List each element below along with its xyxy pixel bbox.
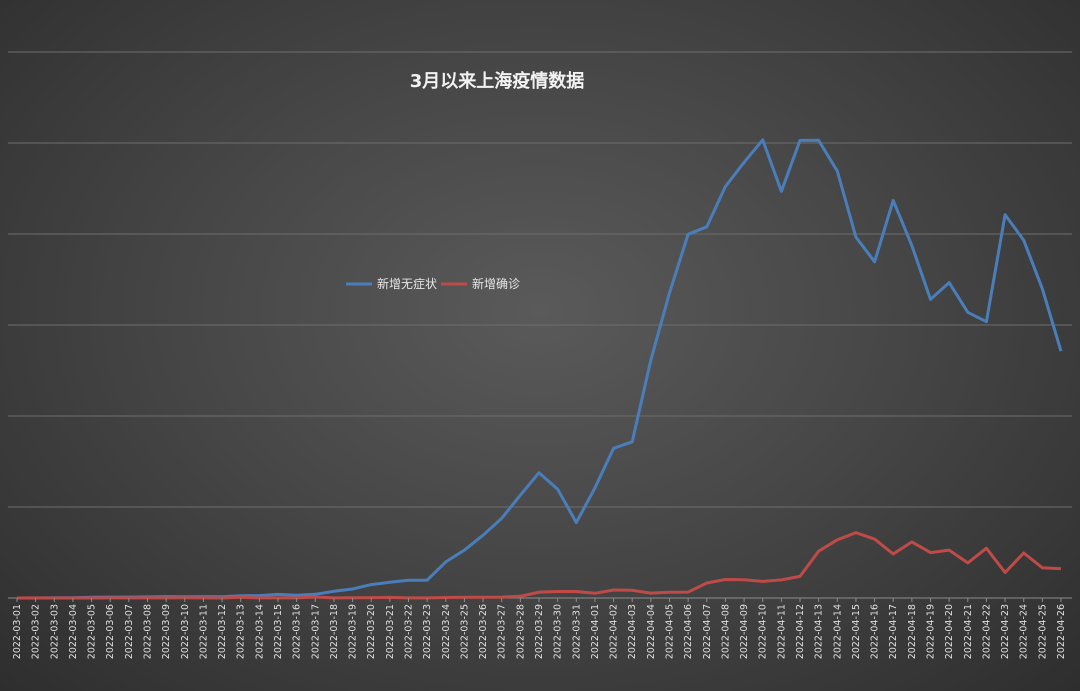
x-tick-label: 2022-04-25 xyxy=(1037,604,1048,659)
x-tick-label: 2022-03-06 xyxy=(105,604,116,659)
x-tick-label: 2022-03-17 xyxy=(310,604,321,659)
x-tick-label: 2022-03-10 xyxy=(180,604,191,659)
x-tick-label: 2022-04-15 xyxy=(851,604,862,659)
x-tick-label: 2022-03-30 xyxy=(553,604,564,659)
x-tick-label: 2022-04-09 xyxy=(739,604,750,659)
x-tick-label: 2022-04-10 xyxy=(758,604,769,659)
x-tick-label: 2022-03-13 xyxy=(236,604,247,659)
x-tick-label: 2022-03-28 xyxy=(515,604,526,659)
x-tick-label: 2022-03-24 xyxy=(441,604,452,659)
x-tick-label: 2022-03-09 xyxy=(161,604,172,659)
x-tick-label: 2022-03-31 xyxy=(571,604,582,659)
x-axis-ticks: 2022-03-01 2022-03-02 2022-03-03 2022-03-04… xyxy=(12,598,1067,659)
x-tick-label: 2022-04-01 xyxy=(590,604,601,659)
x-tick-label: 2022-04-13 xyxy=(814,604,825,659)
x-tick-label: 2022-04-21 xyxy=(963,604,974,659)
x-tick-label: 2022-03-27 xyxy=(497,604,508,659)
x-tick-label: 2022-04-06 xyxy=(683,604,694,659)
x-tick-label: 2022-03-16 xyxy=(292,604,303,659)
x-tick-label: 2022-03-05 xyxy=(87,604,98,659)
x-tick-label: 2022-03-11 xyxy=(198,604,209,659)
x-tick-label: 2022-04-17 xyxy=(888,604,899,659)
x-tick-label: 2022-04-26 xyxy=(1056,604,1067,659)
series-lines xyxy=(16,138,1063,600)
x-tick-label: 2022-04-04 xyxy=(646,604,657,659)
x-tick-label: 2022-03-15 xyxy=(273,604,284,659)
x-tick-label: 2022-04-11 xyxy=(776,604,787,659)
x-tick-label: 2022-03-23 xyxy=(422,604,433,659)
x-tick-label: 2022-04-14 xyxy=(832,604,843,659)
x-tick-label: 2022-04-18 xyxy=(907,604,918,659)
x-tick-label: 2022-04-22 xyxy=(981,604,992,659)
x-tick-label: 2022-04-02 xyxy=(609,604,620,659)
x-tick-label: 2022-04-20 xyxy=(944,604,955,659)
x-tick-label: 2022-03-01 xyxy=(12,604,23,659)
x-tick-label: 2022-03-04 xyxy=(68,604,79,659)
x-tick-label: 2022-03-02 xyxy=(31,604,42,659)
series-line-asymptomatic xyxy=(17,138,1063,600)
x-tick-label: 2022-03-18 xyxy=(329,604,340,659)
x-tick-label: 2022-04-24 xyxy=(1019,604,1030,659)
x-tick-label: 2022-04-07 xyxy=(702,604,713,659)
x-tick-label: 2022-04-05 xyxy=(665,604,676,659)
x-tick-label: 2022-03-08 xyxy=(143,604,154,659)
x-tick-label: 2022-03-22 xyxy=(404,604,415,659)
x-tick-label: 2022-03-29 xyxy=(534,604,545,659)
x-tick-label: 2022-03-20 xyxy=(366,604,377,659)
x-tick-label: 2022-03-26 xyxy=(478,604,489,659)
x-tick-label: 2022-03-07 xyxy=(124,604,135,659)
x-tick-label: 2022-03-12 xyxy=(217,604,228,659)
x-tick-label: 2022-04-19 xyxy=(926,604,937,659)
series-line-confirmed xyxy=(16,531,1062,600)
grid-lines xyxy=(8,51,1072,508)
x-tick-label: 2022-03-14 xyxy=(254,604,265,659)
x-tick-label: 2022-03-25 xyxy=(459,604,470,659)
legend-label-confirmed: 新增确诊 xyxy=(472,276,520,291)
x-tick-label: 2022-03-19 xyxy=(348,604,359,659)
legend: 新增无症状 新增确诊 xyxy=(346,276,520,291)
x-tick-label: 2022-04-23 xyxy=(1000,604,1011,659)
x-tick-label: 2022-04-03 xyxy=(627,604,638,659)
x-tick-label: 2022-04-08 xyxy=(720,604,731,659)
x-tick-label: 2022-03-03 xyxy=(49,604,60,659)
x-tick-label: 2022-04-12 xyxy=(795,604,806,659)
legend-label-asymptomatic: 新增无症状 xyxy=(377,276,437,291)
chart-title: 3月以来上海疫情数据 xyxy=(410,70,585,92)
x-tick-label: 2022-03-21 xyxy=(385,604,396,659)
x-tick-label: 2022-04-16 xyxy=(870,604,881,659)
